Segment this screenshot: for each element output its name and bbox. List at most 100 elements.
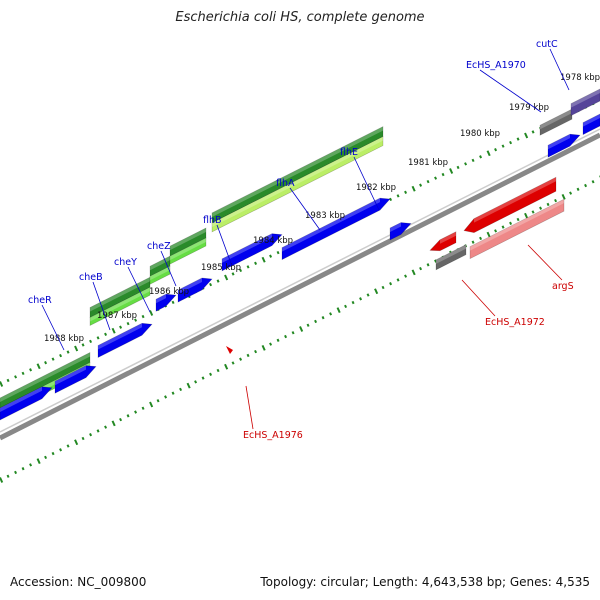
tick-mark-lower [104,425,108,429]
genome-backbone-highlight [0,128,600,433]
cds-reverse-light-1 [469,198,565,260]
tick-mark-upper [21,371,25,376]
tick-mark-lower [164,395,168,399]
kbp-label: 1979 kbp [509,103,549,113]
tick-mark-lower [359,297,363,301]
gray-gene-2-bevel [436,244,466,264]
cds-forward-6-body [221,233,283,272]
tick-mark-upper [426,179,430,184]
tick-mark-lower [89,433,93,437]
gene-label-top: cheB [79,272,103,283]
tick-mark-upper [216,279,220,283]
cds-forward-6 [221,233,283,272]
tick-mark-upper [456,165,460,170]
tick-mark-lower [576,187,580,191]
green-region-4-light-bevel [170,237,206,261]
tick-mark-lower [224,363,229,370]
gene-label-top: EcHS_A1970 [466,60,526,71]
tick-mark-upper [419,183,423,187]
kbp-label: 1985 kbp [201,263,241,273]
gene-leader-line [461,279,496,317]
tick-mark-upper [51,357,55,361]
cds-forward-9-bevel [548,134,570,150]
cds-forward-8-body [389,222,412,241]
tick-mark-upper [449,168,454,174]
tick-mark-lower [276,338,280,342]
tick-mark-lower [209,372,213,376]
cds-reverse-2-body [463,176,557,233]
green-region-5 [211,126,384,224]
tick-mark-lower [269,342,273,346]
green-region-5-pale-body [211,136,384,233]
kbp-label: 1983 kbp [305,211,345,221]
tick-mark-lower [194,380,198,384]
cds-forward-5-body [177,277,213,303]
gene-label-top: cheR [28,295,52,306]
tick-mark-upper [464,162,468,166]
tick-mark-upper [479,155,483,159]
gene-leader-line [92,281,111,331]
cds-forward-2-bevel [55,365,86,386]
tick-mark-upper [59,353,63,358]
tick-mark-lower [96,429,100,433]
genome-backbone [0,132,600,441]
tick-mark-upper [239,268,243,273]
tick-mark-upper [96,336,100,340]
tick-mark-lower [374,288,379,295]
kbp-label: 1987 kbp [97,311,137,321]
tick-mark-lower [471,240,475,244]
tick-mark-lower [29,463,33,467]
tick-mark-lower [119,417,123,422]
tick-mark-lower [299,326,304,332]
map-title: Escherichia coli HS, complete genome [175,10,425,25]
tick-mark-lower [36,458,41,465]
gene-label-top: cutC [536,39,558,50]
tick-mark-upper [396,194,400,198]
tick-mark-lower [411,269,416,276]
tick-mark-lower [479,236,483,241]
tick-mark-lower [486,231,491,238]
tick-mark-upper [494,148,498,152]
kbp-label: 1984 kbp [253,236,293,246]
green-region-3-light [149,265,171,285]
cds-reverse-1-bevel [440,231,456,244]
cds-forward-1-body [0,386,53,421]
tick-mark-upper [261,256,266,263]
green-region-2-bevel [90,277,150,312]
gene-leader-line [289,187,321,231]
cds-forward-7-bevel [282,198,380,252]
tick-mark-lower [494,229,498,233]
tick-mark-lower [381,285,385,290]
tick-mark-lower [591,180,595,184]
tick-mark-upper [471,158,475,163]
tick-mark-upper [149,310,154,316]
kbp-label: 1980 kbp [460,129,500,139]
tick-mark-upper [171,300,175,305]
gray-gene-1 [539,108,573,136]
gene-label-bottom: EcHS_A1976 [243,430,303,441]
tick-mark-lower [336,307,341,314]
gene-leader-line [127,266,151,313]
cds-forward-2 [54,365,97,394]
tick-mark-lower [156,399,160,403]
gene-leader-line [527,244,563,281]
tick-mark-lower [584,183,588,188]
tick-mark-upper [389,197,393,202]
cds-forward-6-bevel [222,233,272,263]
tick-mark-lower [14,470,18,475]
tick-mark-upper [209,282,213,287]
tick-mark-lower [389,282,393,286]
tick-mark-lower [321,316,325,320]
cds-reverse-light-1-bevel [470,199,564,251]
cds-forward-4-body [155,293,177,312]
tick-mark-lower [201,376,205,380]
tick-mark-lower [344,304,348,309]
kbp-label: 1988 kbp [44,334,84,344]
tick-mark-lower [329,312,333,316]
gene-label-top: flhB [203,215,222,226]
tick-mark-upper [246,265,250,269]
gene-label-top: flhE [340,147,358,158]
tick-mark-lower [261,344,266,351]
tick-mark-lower [561,193,566,200]
tick-mark-lower [6,474,10,478]
